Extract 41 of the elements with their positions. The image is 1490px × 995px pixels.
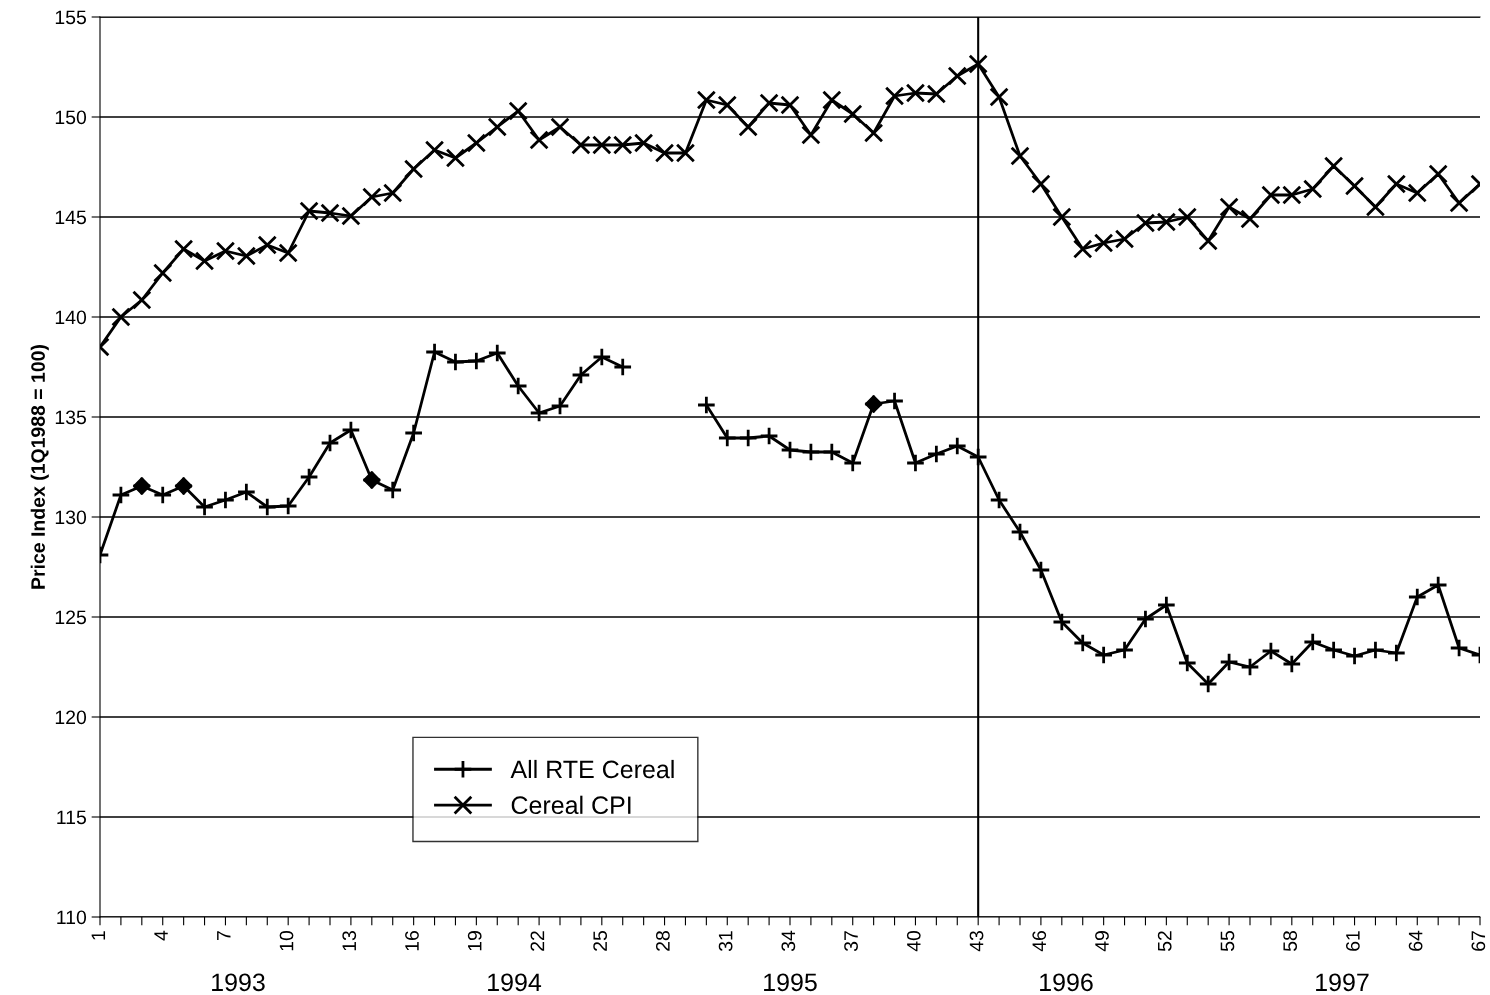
x-tick-label: 31 [718,931,733,952]
x-tick-label: 67 [1471,931,1486,951]
x-tick-label: 52 [1157,931,1172,952]
y-axis-title: Price Index (1Q1988 = 100) [30,345,49,589]
y-tick-label: 140 [55,310,87,325]
x-tick-label: 10 [279,930,294,951]
y-tick-label: 120 [55,710,87,725]
x-tick-label: 7 [217,931,231,941]
x-tick-label: 43 [969,931,984,952]
x-tick-label: 25 [593,931,608,951]
legend-label: Cereal CPI [511,795,631,815]
x-tick-label: 55 [1220,931,1235,952]
x-tick-label: 28 [656,931,670,951]
y-tick-label: 115 [57,810,86,825]
x-tick-label: 22 [530,931,545,951]
x-tick-label: 40 [906,930,921,952]
text: 1994 [488,973,542,992]
y-tick-label: 110 [57,910,87,925]
x-tick-label: 58 [1283,931,1298,952]
y-tick-label: 130 [55,510,87,525]
y-tick-label: 125 [55,610,86,625]
y-tick-label: 150 [55,110,87,125]
legend-label: All RTE Cereal [510,759,674,779]
x-tick-label: 64 [1408,930,1423,951]
x-tick-label: 37 [844,931,858,952]
x-tick-label: 19 [467,931,482,951]
x-tick-label: 49 [1095,931,1109,952]
text: 1995 [764,973,817,992]
x-tick-label: 46 [1032,931,1047,952]
y-tick-label: 135 [55,410,86,425]
text: 1997 [1316,973,1369,992]
x-tick-label: 13 [342,931,357,951]
x-tick-label: 1 [91,931,106,940]
y-tick-label: 145 [55,210,86,225]
x-tick-label: 34 [781,930,796,952]
y-tick-label: 155 [55,10,86,25]
text: 1996 [1040,973,1093,992]
text: 1993 [212,973,265,992]
x-tick-label: 16 [405,931,419,951]
x-tick-label: 61 [1346,931,1360,951]
x-tick-label: 4 [154,930,168,941]
